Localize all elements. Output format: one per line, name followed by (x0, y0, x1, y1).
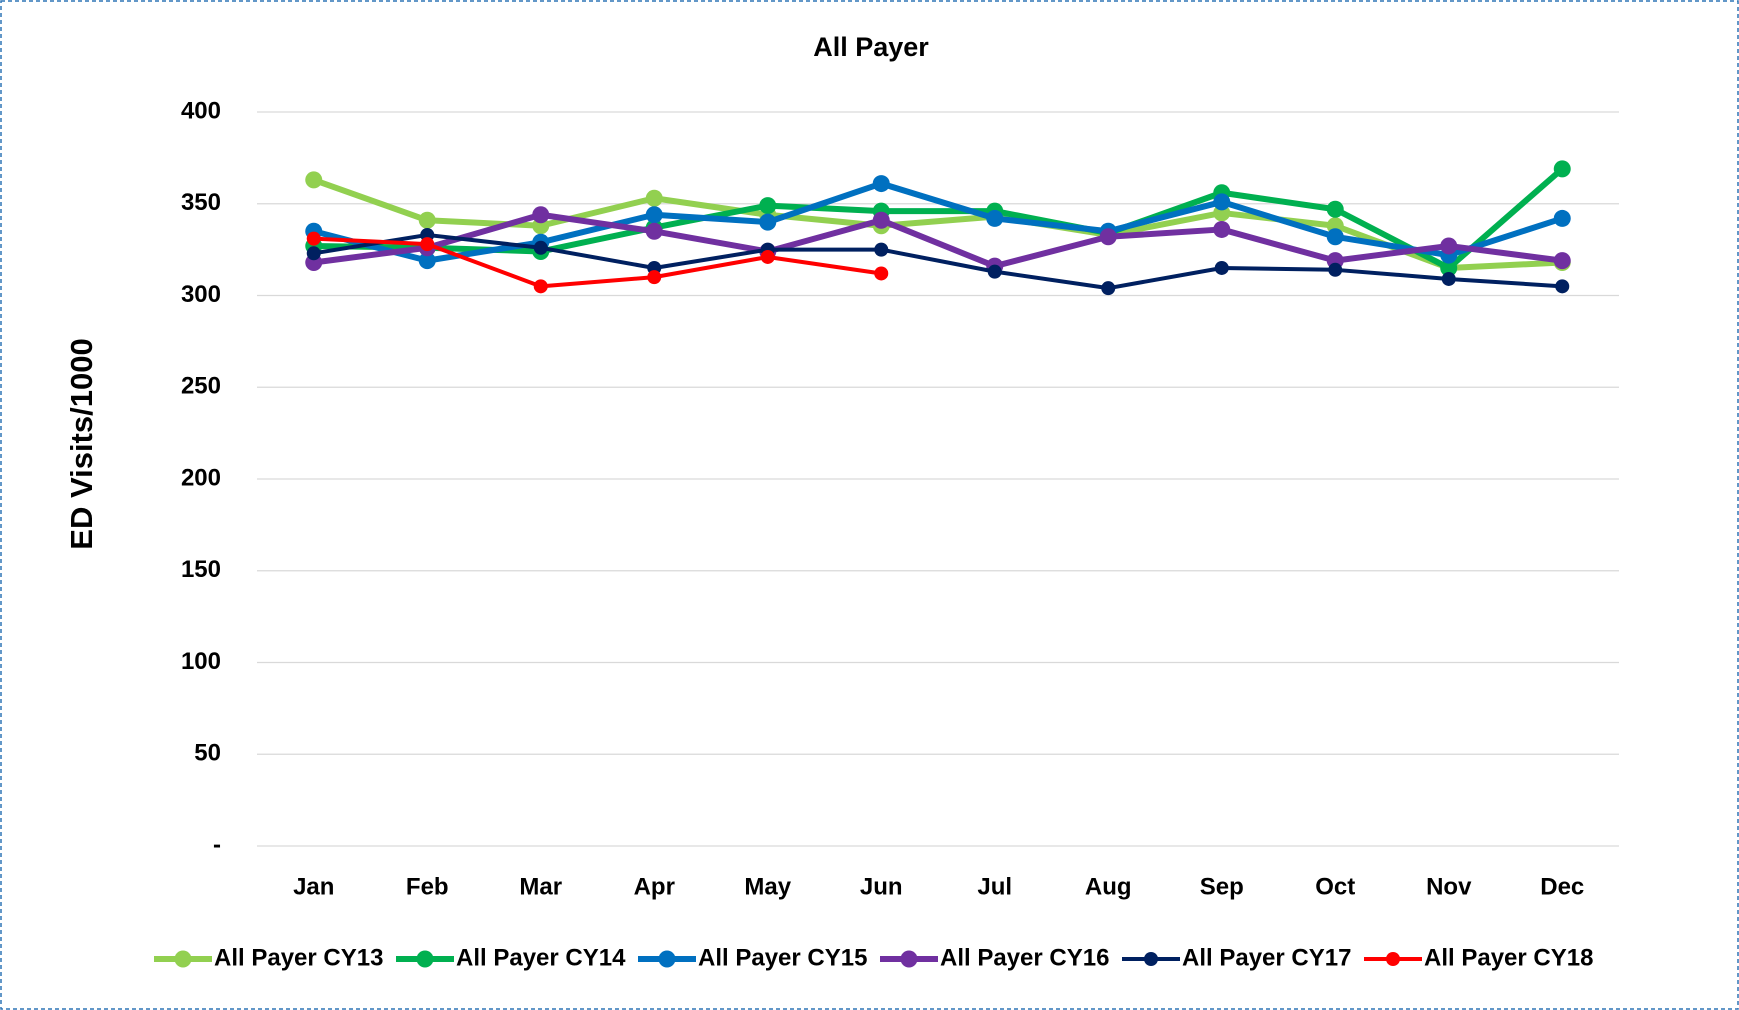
series-line (313, 166, 1565, 271)
data-point (1553, 209, 1571, 227)
y-tick-label: 100 (181, 648, 221, 675)
x-tick-label: Sep (1200, 873, 1244, 900)
legend-marker (1144, 952, 1158, 966)
x-tick-label: Nov (1426, 873, 1472, 900)
data-point (759, 213, 777, 231)
x-tick-label: Jun (860, 873, 903, 900)
y-tick-label: 400 (181, 97, 221, 124)
x-tick-label: Feb (406, 873, 449, 900)
data-point (1441, 271, 1456, 286)
data-point (1553, 252, 1571, 270)
data-point (874, 242, 889, 257)
legend-label: All Payer CY17 (1182, 944, 1351, 971)
data-point (1326, 228, 1344, 246)
y-tick-label: 150 (181, 556, 221, 583)
y-axis-label: ED Visits/1000 (64, 338, 99, 549)
data-point (645, 206, 663, 224)
legend-label: All Payer CY18 (1424, 944, 1593, 971)
legend-label: All Payer CY14 (456, 944, 626, 971)
data-point (1440, 237, 1458, 255)
x-tick-label: Jan (293, 873, 334, 900)
data-point (647, 270, 662, 285)
y-tick-label: 200 (181, 464, 221, 491)
x-tick-label: Apr (634, 873, 675, 900)
data-point (1555, 279, 1570, 294)
data-point (533, 240, 548, 255)
y-tick-label: - (213, 831, 221, 858)
legend-marker (416, 950, 434, 968)
data-point (420, 237, 435, 252)
x-tick-label: Oct (1315, 873, 1355, 900)
legend-label: All Payer CY16 (940, 944, 1109, 971)
data-point (759, 197, 777, 215)
x-tick-label: Mar (519, 873, 562, 900)
data-point (1328, 262, 1343, 277)
data-point (872, 175, 890, 193)
data-point (1440, 259, 1458, 277)
y-tick-label: 250 (181, 373, 221, 400)
data-point (1099, 228, 1117, 246)
data-point (306, 231, 321, 246)
data-point (532, 206, 550, 224)
legend-label: All Payer CY15 (698, 944, 867, 971)
data-point (872, 211, 890, 229)
data-point (418, 211, 436, 229)
data-point (1326, 200, 1344, 218)
y-tick-label: 300 (181, 281, 221, 308)
x-tick-label: Aug (1085, 873, 1132, 900)
data-point (645, 189, 663, 207)
data-point (533, 279, 548, 294)
data-point (306, 246, 321, 261)
y-tick-label: 350 (181, 189, 221, 216)
data-point (874, 266, 889, 281)
x-tick-label: Dec (1540, 873, 1584, 900)
legend-label: All Payer CY13 (214, 944, 383, 971)
data-point (645, 222, 663, 240)
data-point (1101, 281, 1116, 296)
series-line (313, 211, 1563, 270)
chart-title: All Payer (813, 32, 929, 62)
data-point (1214, 260, 1229, 275)
series-line (312, 177, 1563, 271)
series-line (313, 236, 882, 289)
x-tick-label: May (744, 873, 791, 900)
data-point (986, 209, 1004, 227)
data-point (1553, 160, 1571, 178)
y-tick-label: 50 (194, 740, 221, 767)
legend-marker (174, 950, 192, 968)
legend-marker (900, 950, 918, 968)
data-point (305, 171, 323, 189)
x-tick-label: Jul (977, 873, 1012, 900)
data-point (1213, 193, 1231, 211)
legend-marker (1386, 952, 1400, 966)
legend-marker (658, 950, 676, 968)
data-point (1213, 220, 1231, 238)
data-point (418, 252, 436, 270)
data-point (760, 249, 775, 264)
data-point (987, 264, 1002, 279)
series-line (313, 232, 1563, 291)
